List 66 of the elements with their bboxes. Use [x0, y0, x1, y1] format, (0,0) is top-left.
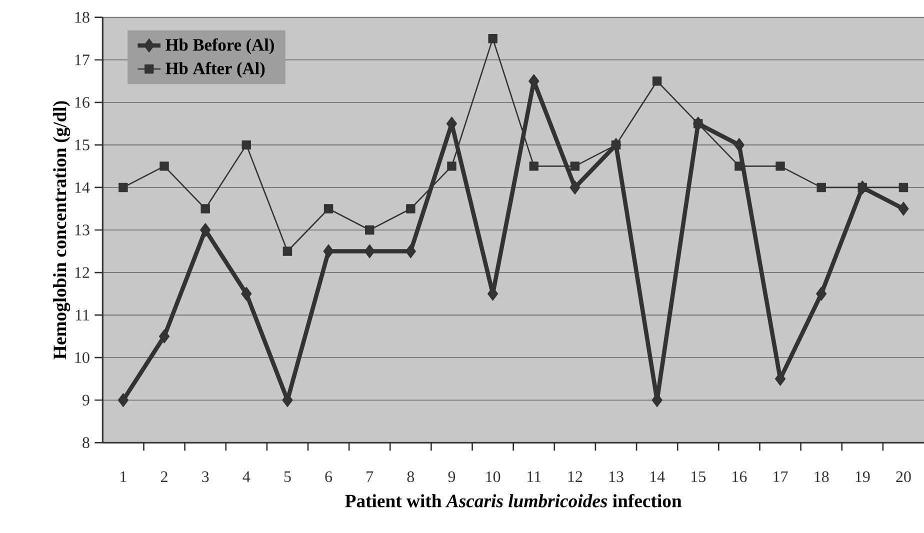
legend-label: Hb After (Al): [166, 62, 265, 78]
point: [406, 204, 416, 214]
x-tick-label: 10: [486, 471, 500, 482]
x-tick-label: 7: [366, 471, 374, 482]
y-tick-label: 10: [75, 352, 90, 363]
point: [118, 392, 129, 407]
y-tick-label: 13: [75, 224, 90, 236]
x-tick-label: 14: [650, 471, 665, 482]
point: [488, 34, 498, 44]
point: [365, 225, 374, 234]
x-tick-label: 19: [856, 471, 870, 482]
point: [734, 138, 745, 152]
point: [200, 222, 211, 237]
x-tick-label: 1: [120, 471, 126, 482]
x-tick-label: 18: [814, 471, 829, 482]
y-tick-label: 11: [76, 310, 90, 320]
point: [118, 182, 128, 192]
y-tick-label: 9: [82, 394, 90, 406]
point: [241, 286, 252, 301]
point: [898, 202, 909, 216]
point: [570, 161, 580, 171]
point: [364, 244, 375, 258]
x-tick-label: 9: [448, 471, 456, 482]
point: [242, 140, 252, 150]
point: [282, 246, 292, 256]
y-tick-label: 8: [82, 437, 90, 448]
x-tick-label: 2: [160, 471, 168, 482]
y-tick-label: 14: [75, 182, 90, 193]
x-tick-label: 3: [202, 471, 209, 482]
y-tick-label: 12: [75, 267, 90, 278]
x-tick-label: 13: [609, 471, 624, 482]
x-tick-label: 6: [325, 471, 332, 482]
point: [611, 140, 621, 150]
point: [816, 286, 827, 301]
point: [858, 182, 867, 192]
point: [529, 161, 538, 171]
y-tick-label: 16: [75, 96, 90, 108]
point: [200, 204, 210, 214]
x-tick-label: 17: [774, 471, 788, 482]
x-axis-title: Patient with Ascaris lumbricoides infection: [345, 494, 682, 508]
point: [323, 244, 334, 258]
x-tick-label: 11: [528, 471, 541, 482]
point: [324, 204, 334, 214]
y-tick-label: 18: [75, 12, 90, 23]
point: [652, 76, 662, 86]
point: [160, 161, 169, 171]
point: [694, 118, 703, 128]
x-tick-label: 5: [284, 471, 291, 482]
x-tick-label: 12: [568, 471, 582, 482]
point: [282, 392, 293, 407]
point: [447, 161, 456, 171]
y-axis-title: Hemoglobin concentration (g/dl): [53, 101, 70, 360]
legend-label: Hb Before (Al): [166, 38, 274, 54]
point: [570, 180, 580, 194]
point: [405, 244, 416, 258]
x-tick-label: 8: [407, 471, 414, 482]
x-tick-label: 4: [242, 471, 250, 482]
point: [898, 182, 908, 192]
x-tick-label: 20: [896, 471, 911, 482]
point: [158, 329, 170, 344]
y-tick-label: 17: [75, 54, 90, 65]
point: [816, 182, 826, 192]
y-tick-label: 15: [75, 139, 90, 150]
x-tick-label: 15: [692, 471, 706, 482]
point: [776, 161, 785, 171]
x-tick-label: 16: [732, 471, 747, 482]
